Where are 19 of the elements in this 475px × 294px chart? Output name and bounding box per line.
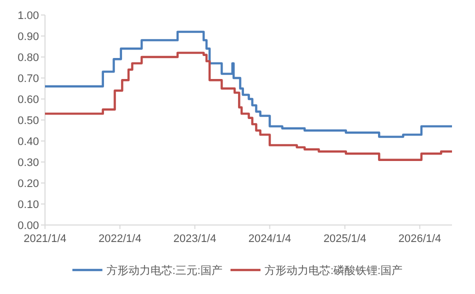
x-tick-label: 2026/1/4 bbox=[398, 233, 442, 245]
x-tick-label: 2023/1/4 bbox=[173, 233, 216, 245]
y-tick-label: 0.10 bbox=[18, 199, 39, 211]
x-tick-label: 2025/1/4 bbox=[323, 233, 366, 245]
legend-label: 方形动力电芯:磷酸铁锂:国产 bbox=[264, 264, 403, 277]
y-tick-label: 0.00 bbox=[18, 220, 39, 232]
x-tick-label: 2022/1/4 bbox=[98, 233, 142, 245]
y-tick-label: 0.70 bbox=[18, 73, 39, 85]
x-tick-label: 2021/1/4 bbox=[24, 233, 66, 245]
y-tick-label: 0.50 bbox=[18, 115, 39, 127]
y-tick-label: 1.00 bbox=[18, 10, 39, 22]
y-tick-label: 0.90 bbox=[18, 31, 39, 43]
y-tick-label: 0.60 bbox=[18, 94, 39, 106]
y-tick-label: 0.20 bbox=[18, 178, 39, 190]
y-tick-label: 0.30 bbox=[18, 157, 39, 169]
x-tick-label: 2024/1/4 bbox=[248, 233, 292, 245]
y-tick-label: 0.40 bbox=[18, 136, 39, 148]
y-tick-label: 0.80 bbox=[18, 52, 39, 64]
legend-label: 方形动力电芯:三元:国产 bbox=[106, 264, 222, 277]
